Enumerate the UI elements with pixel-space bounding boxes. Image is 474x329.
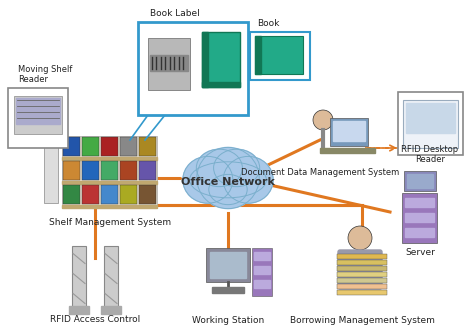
Bar [45,141,58,203]
Bar [398,92,463,155]
Bar [402,193,438,243]
Bar [254,280,270,288]
Bar [407,174,433,188]
Circle shape [348,226,372,250]
Text: RFID Access Control: RFID Access Control [50,315,140,324]
Bar [63,205,157,208]
Ellipse shape [196,149,242,187]
Text: Moving Shelf
Reader: Moving Shelf Reader [18,64,73,84]
Text: Document Data Management System: Document Data Management System [241,168,399,177]
Bar [120,137,137,156]
Bar [254,252,270,260]
Bar [82,161,100,180]
Text: RFID Desktop
Reader: RFID Desktop Reader [401,145,458,164]
Text: Borrowing Management System: Borrowing Management System [290,316,435,325]
Bar [72,245,86,311]
Text: Book: Book [257,19,279,28]
Bar [63,157,157,160]
Bar [82,185,100,204]
Text: Shelf Management System: Shelf Management System [49,218,171,227]
Ellipse shape [223,156,273,203]
Ellipse shape [183,156,233,203]
Bar [148,38,190,90]
Bar [320,148,375,153]
Bar [139,161,156,180]
Bar [202,82,240,87]
Ellipse shape [190,162,266,198]
Text: Office Network: Office Network [181,177,275,187]
Bar [64,185,81,204]
Bar [139,137,156,156]
Bar [337,254,387,259]
Bar [254,266,270,274]
Bar [82,137,100,156]
Bar [69,306,89,314]
Bar [337,272,387,277]
Bar [14,96,62,134]
Bar [405,228,435,237]
Circle shape [313,110,333,130]
Bar [210,252,246,278]
Bar [63,181,157,184]
Text: Book Label: Book Label [150,9,200,18]
Ellipse shape [214,149,260,187]
Bar [206,248,250,282]
Bar [16,98,60,124]
Bar [101,185,118,204]
Bar [8,88,68,148]
Bar [64,161,81,180]
Bar [150,55,188,71]
Bar [138,22,248,115]
Bar [212,287,244,293]
Bar [255,36,303,74]
Bar [202,32,208,87]
Text: Working Station: Working Station [192,316,264,325]
Bar [255,36,261,74]
Bar [337,278,387,283]
Bar [405,213,435,222]
Bar [101,137,118,156]
Bar [101,306,121,314]
Bar [337,266,387,271]
Ellipse shape [209,174,247,205]
Bar [337,290,387,295]
FancyBboxPatch shape [338,250,382,289]
Bar [405,198,435,207]
Bar [403,100,458,148]
Bar [406,103,455,133]
Bar [252,248,272,296]
Bar [104,245,118,311]
Bar [337,260,387,265]
Bar [333,121,365,141]
Bar [139,185,156,204]
Bar [120,185,137,204]
Bar [337,284,387,289]
Bar [250,32,310,80]
Ellipse shape [197,147,259,209]
Bar [120,161,137,180]
Bar [202,32,240,87]
Bar [63,136,157,208]
Bar [404,171,436,191]
Bar [64,137,81,156]
Bar [330,118,368,146]
Bar [101,161,118,180]
Text: Server: Server [405,248,435,257]
